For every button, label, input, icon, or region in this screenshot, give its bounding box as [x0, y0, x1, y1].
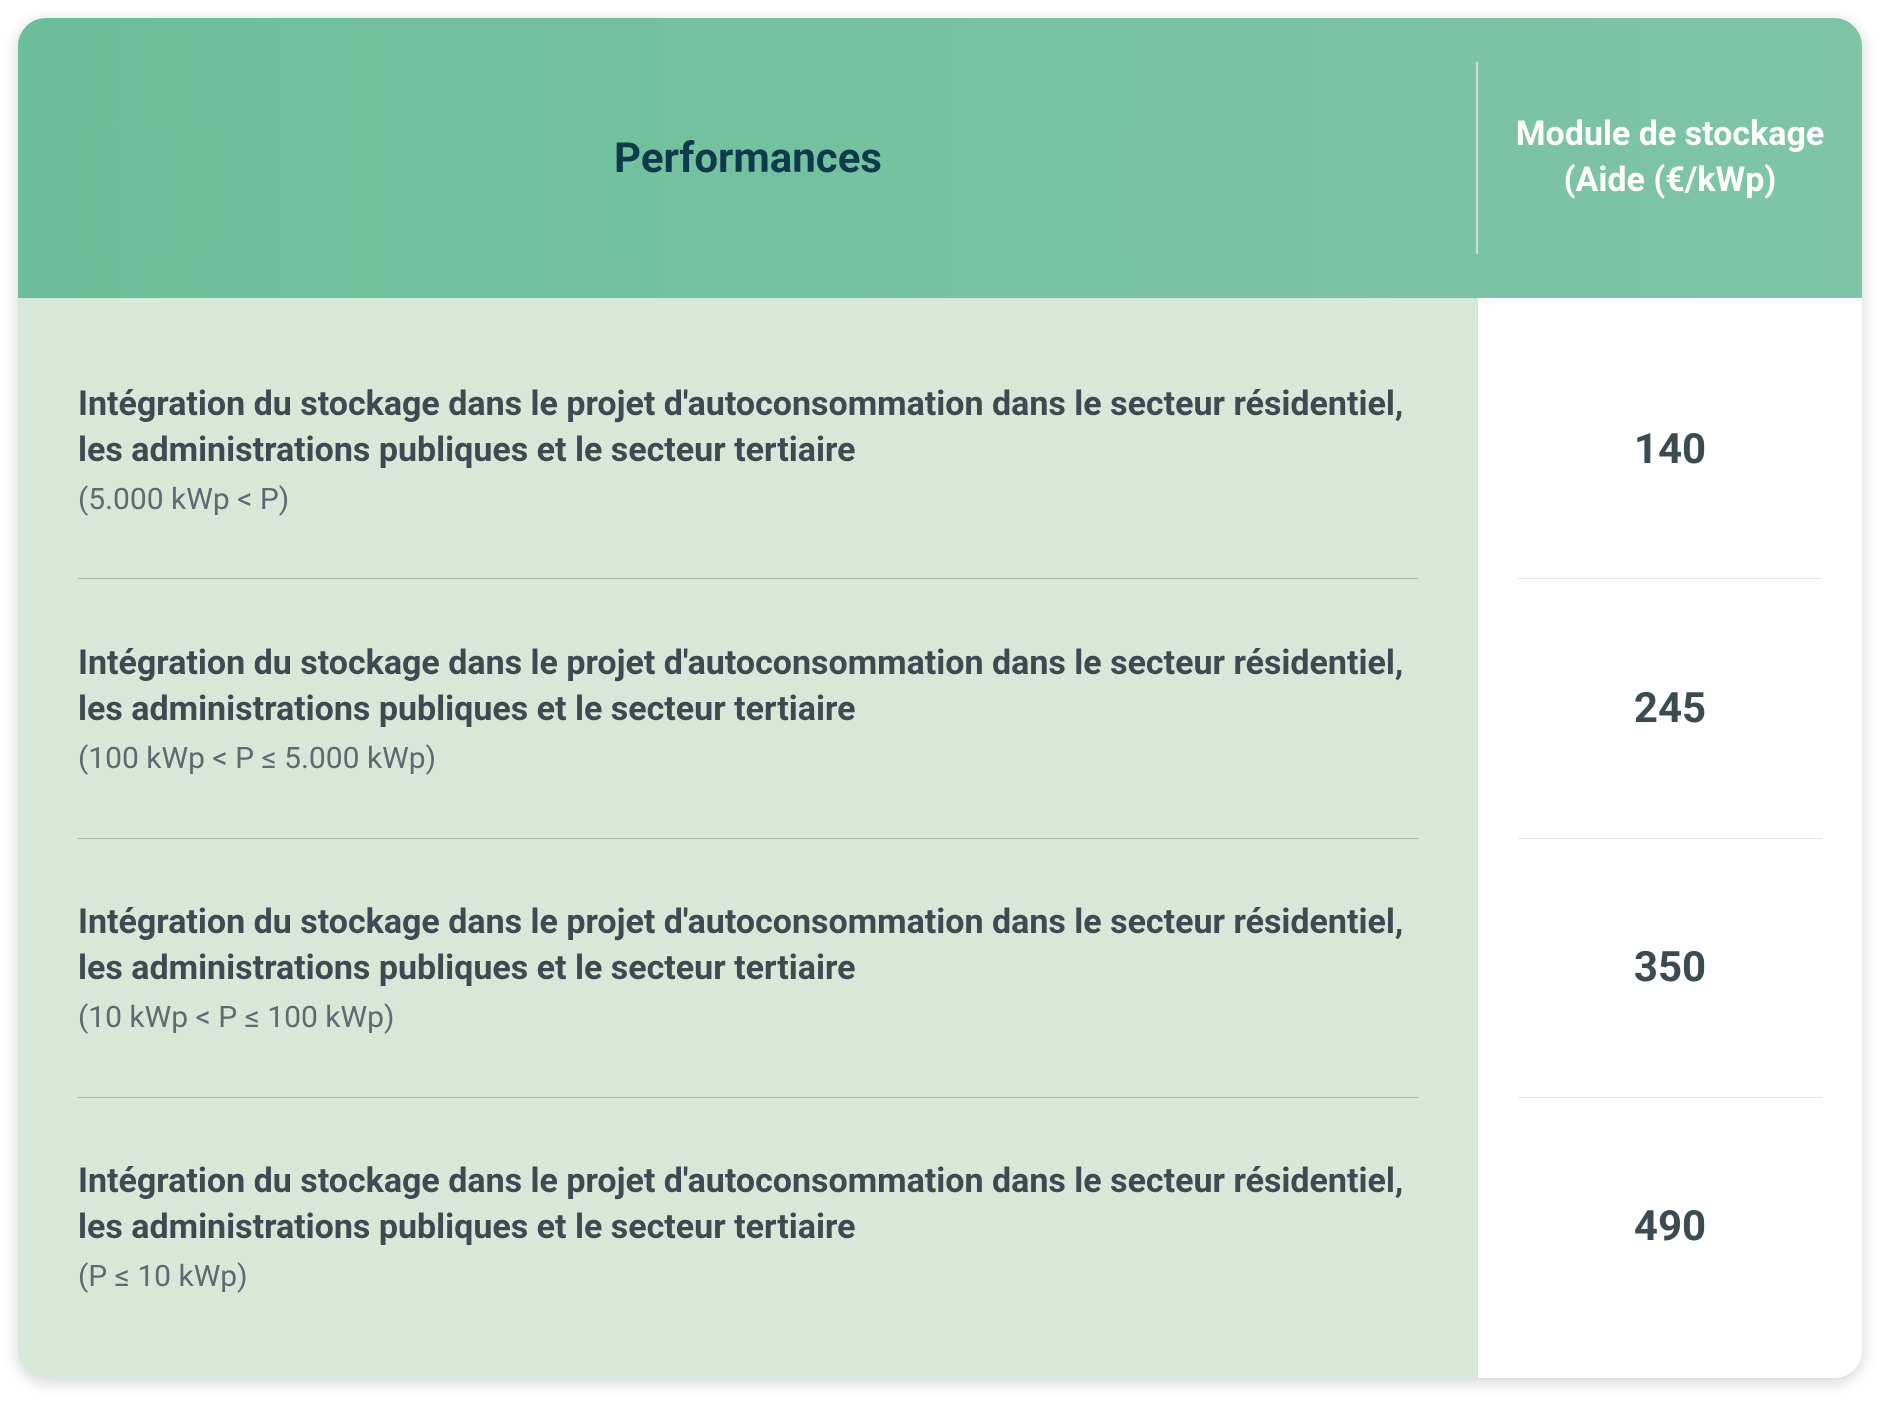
row-value-cell: 140	[1518, 320, 1822, 578]
storage-aid-table-card: Performances Module de stockage (Aide (€…	[18, 18, 1862, 1378]
row-title: Intégration du stockage dans le projet d…	[78, 641, 1418, 733]
table-row: Intégration du stockage dans le projet d…	[78, 320, 1418, 578]
row-value: 245	[1634, 684, 1706, 733]
row-subtitle: (10 kWp < P ≤ 100 kWp)	[78, 1000, 1418, 1035]
header-performances-label: Performances	[614, 134, 882, 183]
row-subtitle: (100 kWp < P ≤ 5.000 kWp)	[78, 741, 1418, 776]
table-body-left-col: Intégration du stockage dans le projet d…	[18, 298, 1478, 1378]
row-value: 490	[1634, 1202, 1706, 1251]
row-value: 140	[1634, 425, 1706, 474]
row-value-cell: 245	[1518, 579, 1822, 837]
row-title: Intégration du stockage dans le projet d…	[78, 900, 1418, 992]
header-module-label: Module de stockage (Aide (€/kWp)	[1516, 112, 1824, 204]
table-row: Intégration du stockage dans le projet d…	[78, 579, 1418, 837]
row-title: Intégration du stockage dans le projet d…	[78, 382, 1418, 474]
header-module-line1: Module de stockage	[1516, 114, 1824, 154]
row-value-cell: 350	[1518, 839, 1822, 1097]
row-value-cell: 490	[1518, 1098, 1822, 1356]
row-title: Intégration du stockage dans le projet d…	[78, 1159, 1418, 1251]
table-row: Intégration du stockage dans le projet d…	[78, 1098, 1418, 1356]
table-row: Intégration du stockage dans le projet d…	[78, 839, 1418, 1097]
header-module-cell: Module de stockage (Aide (€/kWp)	[1478, 18, 1862, 298]
row-subtitle: (5.000 kWp < P)	[78, 482, 1418, 517]
header-module-line2: (Aide (€/kWp)	[1564, 160, 1777, 200]
row-subtitle: (P ≤ 10 kWp)	[78, 1259, 1418, 1294]
table-header-row: Performances Module de stockage (Aide (€…	[18, 18, 1862, 298]
header-performances-cell: Performances	[18, 18, 1478, 298]
row-value: 350	[1634, 943, 1706, 992]
table-body-row: Intégration du stockage dans le projet d…	[18, 298, 1862, 1378]
table-body-right-col: 140 245 350 490	[1478, 298, 1862, 1378]
